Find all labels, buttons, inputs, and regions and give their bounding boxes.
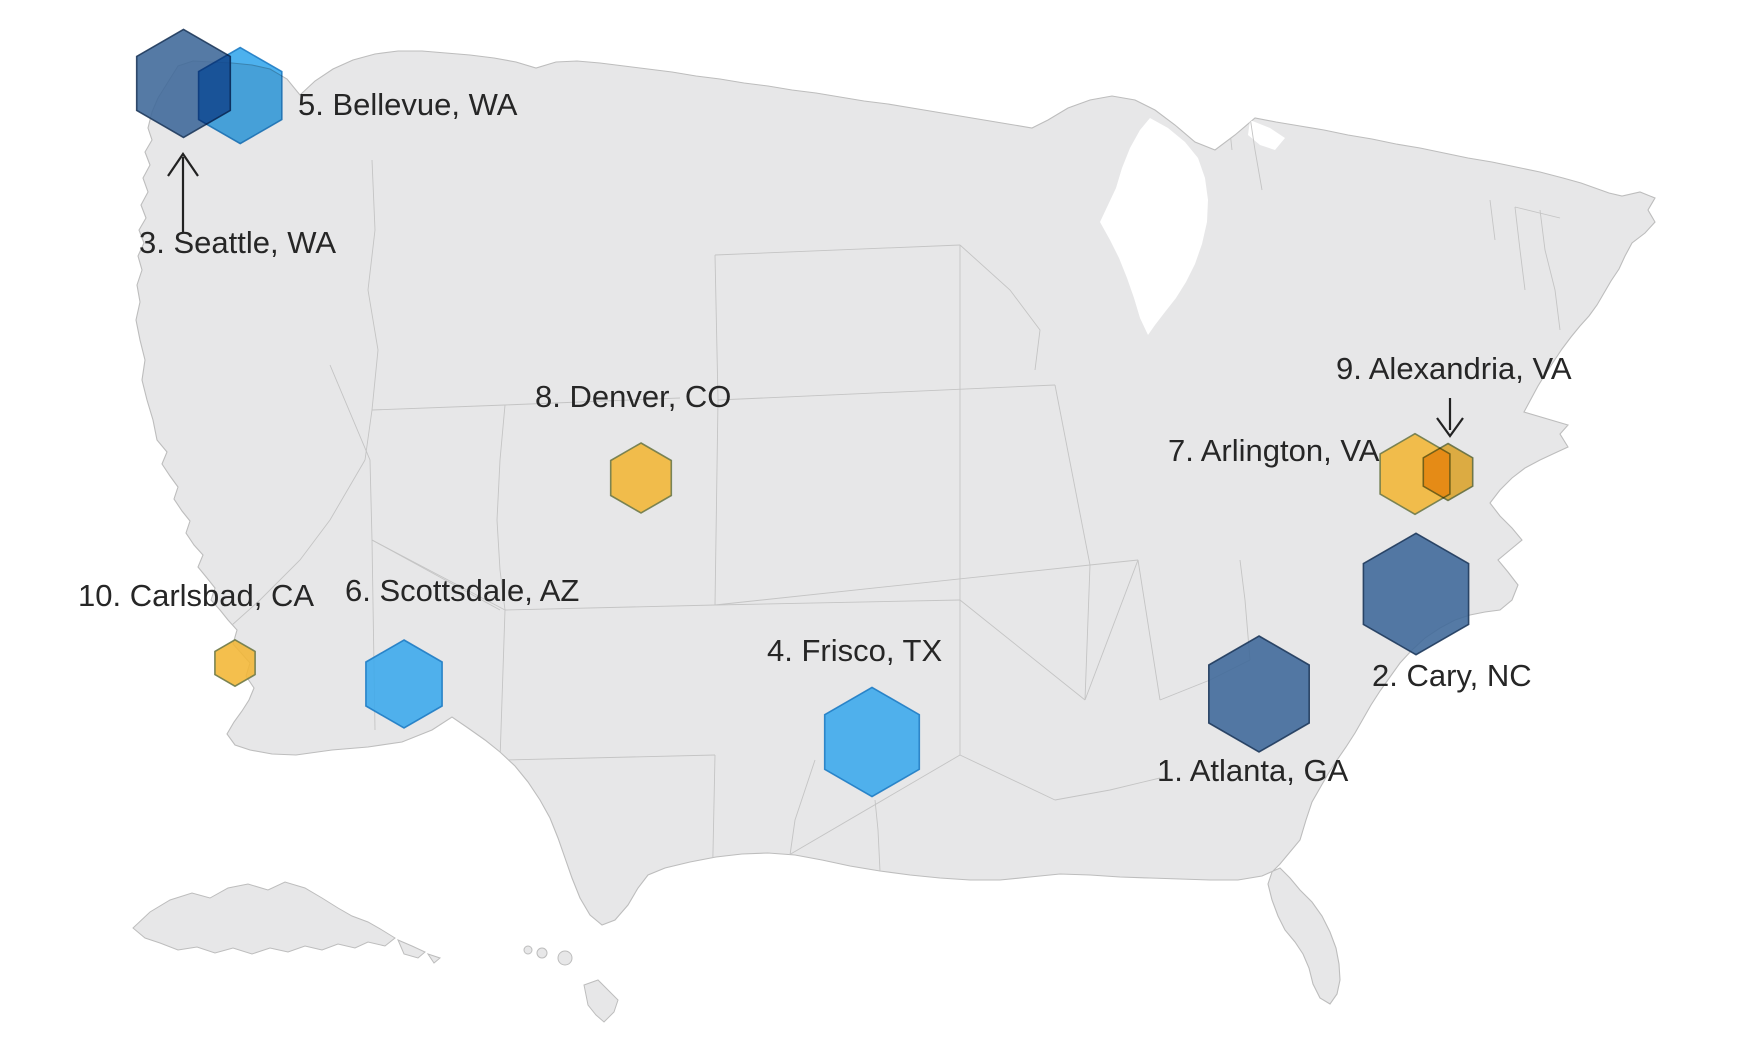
svg-text:8. Denver, CO: 8. Denver, CO: [535, 379, 731, 414]
svg-text:6. Scottsdale, AZ: 6. Scottsdale, AZ: [345, 573, 579, 608]
svg-text:9. Alexandria, VA: 9. Alexandria, VA: [1336, 351, 1572, 386]
svg-text:2. Cary, NC: 2. Cary, NC: [1372, 658, 1532, 693]
svg-text:1. Atlanta, GA: 1. Atlanta, GA: [1157, 753, 1349, 788]
svg-text:10. Carlsbad, CA: 10. Carlsbad, CA: [78, 578, 314, 613]
svg-text:3. Seattle, WA: 3. Seattle, WA: [139, 225, 336, 260]
svg-text:5. Bellevue, WA: 5. Bellevue, WA: [298, 87, 518, 122]
svg-text:7. Arlington, VA: 7. Arlington, VA: [1168, 433, 1380, 468]
svg-text:4. Frisco, TX: 4. Frisco, TX: [767, 633, 942, 668]
